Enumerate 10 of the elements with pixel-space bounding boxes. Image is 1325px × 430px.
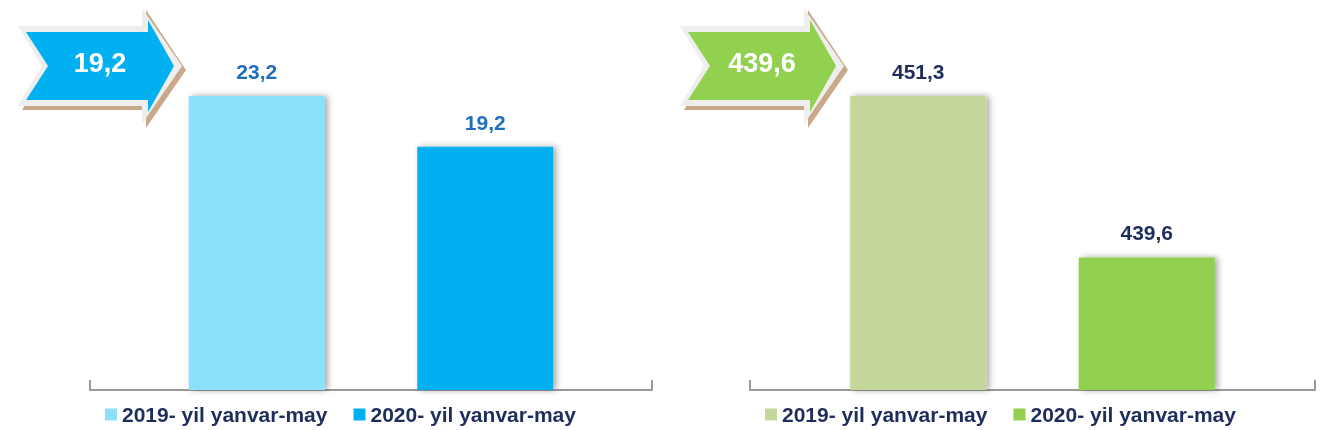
data-label: 19,2 [464, 110, 506, 134]
legend-label: 2020- yil yanvar-may [1030, 403, 1237, 426]
data-label: 23,2 [236, 60, 278, 83]
data-label: 439,6 [1120, 221, 1174, 245]
legend-label: 2019- yil yanvar-may [122, 403, 328, 426]
legend-label: 2020- yil yanvar-may [370, 403, 577, 426]
text: 19,2 [72, 48, 128, 79]
data-label: 451,3 [891, 60, 945, 83]
text: 439,6 [727, 48, 797, 79]
legend-label: 2019- yil yanvar-may [782, 403, 988, 426]
